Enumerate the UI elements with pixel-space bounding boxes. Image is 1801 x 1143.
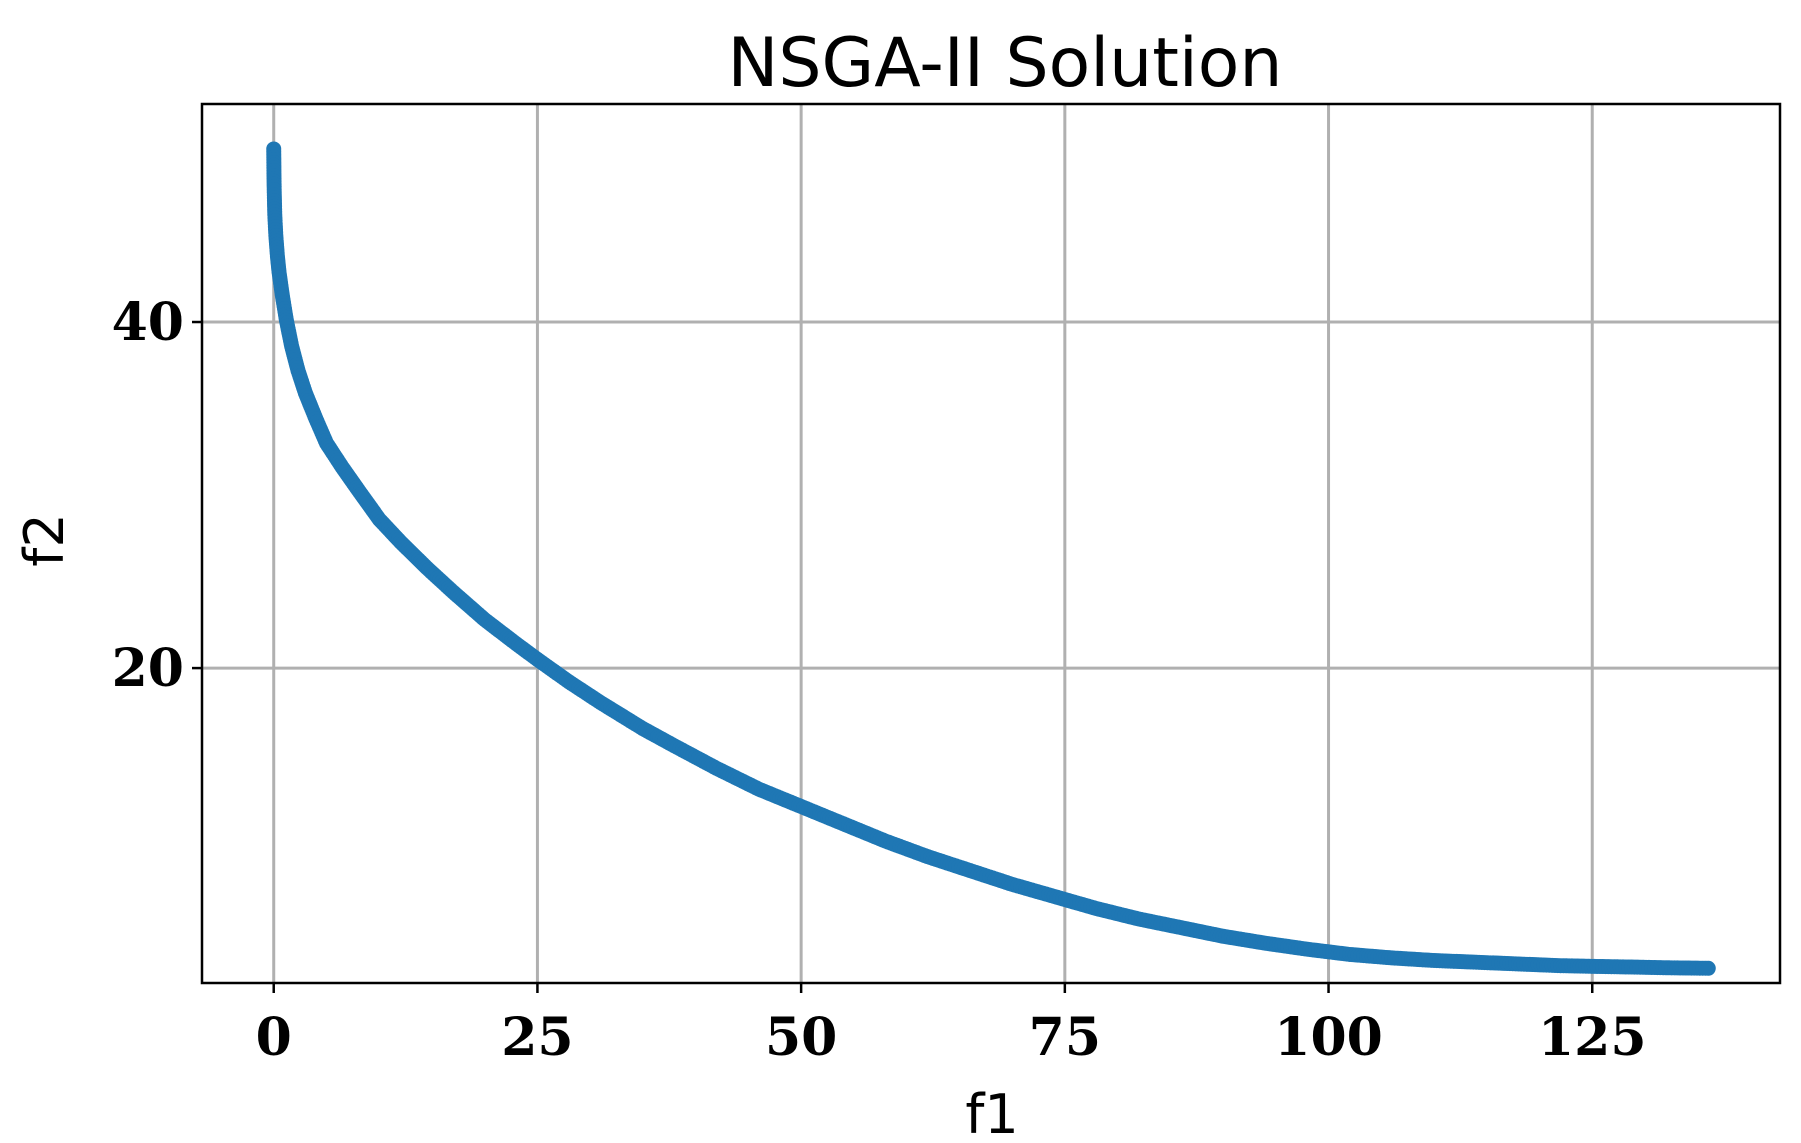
data-points xyxy=(266,141,1716,976)
x-tick-label: 75 xyxy=(1029,1007,1101,1068)
y-tick-label: 20 xyxy=(112,638,184,699)
x-tick-label: 100 xyxy=(1274,1007,1383,1068)
x-tick-label: 25 xyxy=(501,1007,573,1068)
y-tick-label: 40 xyxy=(112,292,184,353)
x-tick-label: 50 xyxy=(765,1007,837,1068)
grid xyxy=(202,104,1780,983)
y-axis-label: f2 xyxy=(13,513,76,566)
chart-title: NSGA-II Solution xyxy=(727,24,1282,103)
x-tick-label: 125 xyxy=(1538,1007,1647,1068)
data-point xyxy=(1700,960,1716,976)
plot-frame xyxy=(200,102,1782,985)
x-tick-label: 0 xyxy=(256,1007,292,1068)
x-axis-ticks: 0 25 50 75 100 125 xyxy=(256,983,1647,1068)
x-axis-label: f1 xyxy=(965,1083,1018,1143)
